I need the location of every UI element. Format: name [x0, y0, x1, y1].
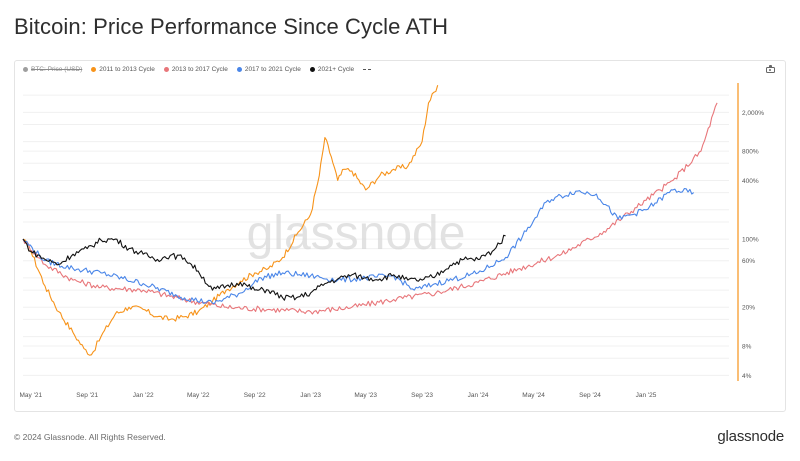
x-tick-label: Sep '23	[411, 392, 433, 399]
legend-item[interactable]: 2021+ Cycle	[309, 66, 355, 73]
x-tick-label: Sep '24	[579, 392, 601, 399]
footer-logo: glassnode	[717, 428, 784, 445]
legend-label: 2013 to 2017 Cycle	[171, 66, 228, 73]
x-tick-label: Jan '22	[133, 392, 154, 399]
x-tick-label: Jan '24	[468, 392, 489, 399]
chart-plot: glassnode 4% 8% 20% 60% 100% 400% 800% 2,000% May…	[20, 83, 764, 399]
y-tick-label: 8%	[742, 344, 752, 351]
watermark: glassnode	[247, 207, 466, 260]
x-tick-label: Sep '21	[76, 392, 98, 399]
y-tick-label: 2,000%	[742, 110, 764, 117]
x-tick-label: Jan '23	[300, 392, 321, 399]
x-tick-label: May '23	[354, 392, 377, 399]
y-tick-label: 4%	[742, 373, 752, 380]
legend-swatch	[23, 67, 28, 72]
y-tick-label: 60%	[742, 258, 755, 265]
y-tick-label: 100%	[742, 237, 759, 244]
series-line-2013-to-2017-cycle	[22, 102, 718, 315]
legend-item[interactable]: 2011 to 2013 Cycle	[91, 66, 155, 73]
x-tick-label: May '22	[187, 392, 210, 399]
y-tick-label: 400%	[742, 178, 759, 185]
legend-more-icon[interactable]	[363, 69, 372, 70]
chart-legend: BTC: Price (USD) 2011 to 2013 Cycle 2013 t…	[23, 66, 372, 73]
legend-swatch	[91, 67, 97, 72]
legend-label: 2021+ Cycle	[317, 66, 355, 73]
footer-copyright: © 2024 Glassnode. All Rights Reserved.	[14, 432, 166, 442]
y-tick-label: 800%	[742, 149, 759, 156]
legend-label: 2017 to 2021 Cycle	[244, 66, 301, 73]
x-tick-label: Sep '22	[244, 392, 266, 399]
x-tick-label: Jan '25	[636, 392, 657, 399]
legend-item[interactable]: BTC: Price (USD)	[23, 66, 82, 73]
page-title: Bitcoin: Price Performance Since Cycle A…	[14, 14, 449, 39]
x-tick-label: May '21	[20, 392, 43, 399]
chart-panel: BTC: Price (USD) 2011 to 2013 Cycle 2013 t…	[14, 60, 786, 412]
x-tick-label: May '24	[522, 392, 545, 399]
legend-item[interactable]: 2013 to 2017 Cycle	[163, 66, 228, 73]
legend-label: BTC: Price (USD)	[31, 66, 83, 73]
legend-label: 2011 to 2013 Cycle	[99, 66, 155, 73]
legend-swatch	[236, 67, 242, 72]
camera-icon[interactable]	[766, 65, 775, 73]
legend-swatch	[309, 67, 315, 72]
legend-item[interactable]: 2017 to 2021 Cycle	[236, 66, 301, 73]
legend-swatch	[163, 67, 169, 72]
y-tick-label: 20%	[742, 305, 755, 312]
series-line-2021-cycle	[22, 234, 506, 301]
